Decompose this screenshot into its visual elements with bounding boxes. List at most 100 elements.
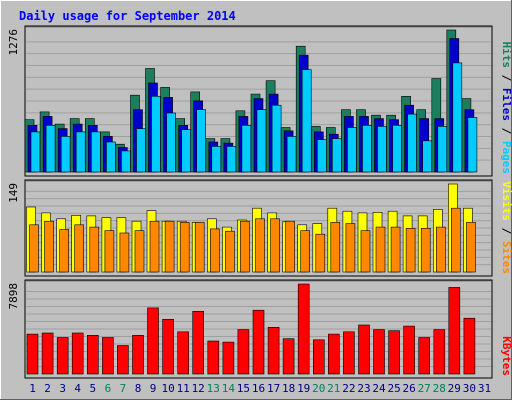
day-label-31: 31: [478, 382, 491, 395]
bar-sites-day-21: [330, 222, 341, 273]
bar-kbytes-day-30: [463, 317, 476, 375]
bar-sites-day-5: [89, 226, 100, 273]
bar-kbytes-day-21: [327, 333, 340, 375]
bar-pages-day-24: [377, 126, 387, 173]
bar-sites-day-26: [405, 228, 416, 273]
bar-pages-day-29: [452, 62, 463, 173]
bar-kbytes-day-17: [267, 326, 280, 375]
day-label-1: 1: [29, 382, 36, 395]
day-label-20: 20: [312, 382, 325, 395]
bar-kbytes-day-20: [312, 339, 325, 375]
bar-pages-day-3: [60, 136, 71, 173]
bar-sites-day-10: [164, 220, 175, 273]
bar-pages-day-30: [467, 117, 478, 173]
bar-sites-day-29: [450, 207, 461, 273]
day-label-8: 8: [135, 382, 142, 395]
legend-hits: Hits: [500, 42, 512, 69]
bar-sites-day-12: [194, 222, 205, 273]
bar-sites-day-23: [360, 230, 371, 273]
bar-pages-day-10: [166, 112, 176, 173]
x-axis-day-labels: 1 2 3 4 5 6 7 8 9 10 11 12 13 14 15 16 17 18 19 20 21 22 23 24 2…: [29, 382, 491, 395]
bar-pages-day-22: [347, 127, 357, 173]
chart-panels: 1276 Hits / Files / Pages 149 Visits / Site…: [7, 25, 512, 379]
day-label-23: 23: [357, 382, 370, 395]
bar-sites-day-7: [119, 232, 130, 273]
bar-pages-day-27: [422, 140, 433, 173]
bar-sites-day-4: [74, 224, 84, 273]
panel-2-legend: Visits / Sites: [500, 181, 512, 274]
bar-pages-day-20: [316, 139, 327, 173]
bar-sites-day-3: [59, 229, 70, 273]
day-label-10: 10: [161, 382, 174, 395]
bar-sites-day-16: [255, 218, 265, 273]
day-label-25: 25: [387, 382, 400, 395]
bar-kbytes-day-26: [403, 325, 415, 375]
bar-pages-day-26: [407, 113, 417, 173]
bar-kbytes-day-3: [56, 337, 69, 375]
day-label-9: 9: [150, 382, 157, 395]
day-label-26: 26: [402, 382, 415, 395]
day-label-5: 5: [89, 382, 96, 395]
bar-kbytes-day-4: [71, 332, 84, 375]
bar-pages-day-2: [45, 125, 56, 173]
bar-pages-day-1: [30, 131, 41, 173]
bar-pages-day-19: [301, 69, 312, 173]
bar-pages-day-25: [392, 125, 402, 173]
bar-pages-day-16: [256, 109, 267, 173]
bar-pages-day-15: [241, 125, 252, 173]
bar-sites-day-11: [179, 222, 190, 273]
bar-pages-day-6: [106, 141, 116, 173]
bar-sites-day-28: [435, 226, 446, 273]
bar-pages-day-18: [286, 136, 297, 173]
bar-kbytes-day-24: [373, 329, 385, 375]
bar-sites-day-24: [375, 226, 386, 273]
bar-kbytes-day-29: [448, 287, 461, 375]
bar-kbytes-day-15: [237, 329, 250, 375]
bar-pages-day-5: [91, 131, 101, 173]
panel-3-axis-max-label: 7898: [7, 283, 20, 310]
day-label-2: 2: [44, 382, 51, 395]
day-label-24: 24: [372, 382, 386, 395]
day-label-18: 18: [282, 382, 295, 395]
bar-kbytes-day-18: [282, 338, 295, 375]
day-label-7: 7: [120, 382, 127, 395]
bar-pages-day-14: [226, 146, 237, 173]
bar-sites-day-15: [240, 220, 250, 273]
day-label-21: 21: [327, 382, 340, 395]
legend-sites: Sites: [500, 241, 512, 274]
day-label-12: 12: [192, 382, 205, 395]
day-label-22: 22: [342, 382, 355, 395]
bar-sites-day-18: [285, 220, 295, 273]
bar-sites-day-30: [466, 222, 476, 273]
bar-pages-day-17: [271, 104, 282, 173]
bar-kbytes-day-25: [388, 330, 400, 375]
panel-1-axis-max-label: 1276: [7, 29, 20, 56]
bar-kbytes-day-28: [433, 329, 446, 375]
day-label-19: 19: [297, 382, 310, 395]
panel-2-axis-max-label: 149: [7, 183, 20, 203]
panel-1-legend: Hits / Files / Pages: [500, 42, 512, 175]
bar-pages-day-12: [196, 109, 206, 173]
bar-sites-day-14: [225, 230, 235, 273]
bar-sites-day-20: [315, 233, 326, 273]
day-label-6: 6: [105, 382, 112, 395]
bar-kbytes-day-5: [87, 334, 99, 375]
day-label-30: 30: [463, 382, 476, 395]
bar-kbytes-day-11: [177, 331, 189, 375]
legend-kbytes: KBytes: [500, 336, 512, 376]
day-label-3: 3: [59, 382, 66, 395]
bar-kbytes-day-7: [117, 345, 129, 375]
day-label-27: 27: [418, 382, 431, 395]
bar-sites-day-27: [420, 228, 431, 273]
bar-kbytes-day-6: [102, 337, 114, 375]
bar-sites-day-22: [345, 223, 356, 273]
legend-separator: /: [500, 121, 512, 141]
bar-kbytes-day-22: [343, 331, 355, 375]
panel-3-legend: KBytes: [500, 336, 512, 376]
bar-kbytes-day-14: [222, 341, 235, 375]
legend-files: Files: [500, 88, 512, 121]
bar-kbytes-day-10: [162, 318, 174, 375]
bar-kbytes-day-12: [192, 310, 204, 375]
legend-separator: /: [500, 221, 512, 241]
